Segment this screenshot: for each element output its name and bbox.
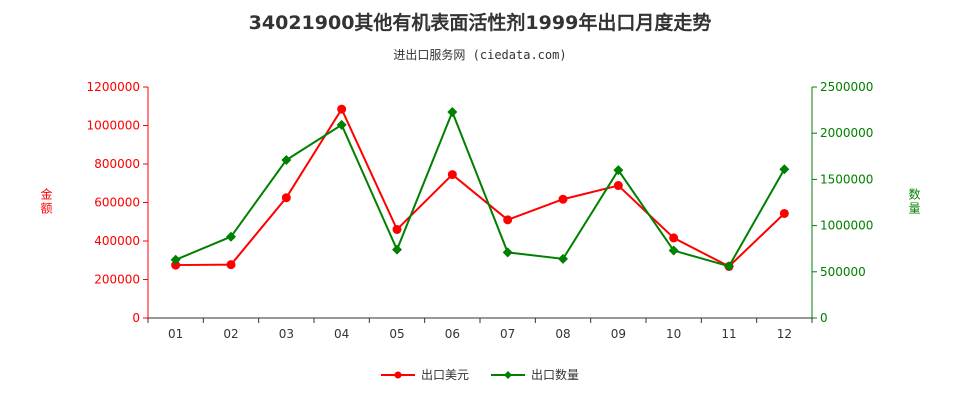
right-tick-label: 1500000 <box>820 172 873 186</box>
data-point-usd <box>503 215 513 225</box>
series-line-quantity <box>175 109 786 268</box>
right-tick-label: 500000 <box>820 265 866 279</box>
data-point-quantity <box>226 231 236 242</box>
left-tick-label: 0 <box>132 311 140 325</box>
x-tick-label: 07 <box>500 327 515 341</box>
chart-title: 34021900其他有机表面活性剂1999年出口月度走势 <box>248 12 712 34</box>
legend-label-quantity: 出口数量 <box>531 368 580 382</box>
data-point-usd <box>392 224 402 234</box>
x-tick-label: 11 <box>721 327 736 341</box>
data-point-usd <box>337 104 347 114</box>
data-point-usd <box>779 208 789 218</box>
x-tick-label: 03 <box>279 327 294 341</box>
left-tick-label: 800000 <box>94 157 140 171</box>
right-tick-label: 0 <box>820 311 828 325</box>
data-point-quantity <box>724 261 734 272</box>
left-tick-label: 1000000 <box>87 119 140 133</box>
left-tick-label: 400000 <box>94 234 140 248</box>
legend-swatch-usd <box>380 371 415 378</box>
x-tick-label: 01 <box>168 327 183 341</box>
legend-label-usd: 出口美元 <box>420 368 469 382</box>
left-tick-label: 1200000 <box>87 80 140 94</box>
left-tick-label: 200000 <box>94 273 140 287</box>
data-point-quantity <box>170 254 181 265</box>
data-point-usd <box>447 170 457 180</box>
x-tick-label: 08 <box>555 327 570 341</box>
chart-subtitle: 进出口服务网 (ciedata.com) <box>393 48 567 62</box>
x-tick-label: 04 <box>334 327 349 341</box>
left-axis-title: 金额 <box>39 188 53 216</box>
x-tick-label: 06 <box>445 327 460 341</box>
data-point-usd <box>613 181 623 191</box>
data-point-usd <box>226 260 236 270</box>
data-point-quantity <box>613 165 624 176</box>
right-tick-label: 2500000 <box>820 80 873 94</box>
x-tick-label: 02 <box>223 327 238 341</box>
data-point-quantity <box>281 154 292 165</box>
data-point-quantity <box>502 247 513 258</box>
data-point-quantity <box>392 244 402 255</box>
x-tick-label: 05 <box>389 327 404 341</box>
x-tick-label: 09 <box>611 327 626 341</box>
right-tick-label: 1000000 <box>820 219 873 233</box>
data-point-usd <box>281 193 291 203</box>
data-point-quantity <box>447 106 458 117</box>
x-tick-label: 10 <box>666 327 681 341</box>
data-point-usd <box>669 233 679 243</box>
data-point-quantity <box>336 119 347 130</box>
legend-item-quantity[interactable]: 出口数量 <box>491 366 579 383</box>
data-point-usd <box>171 260 181 270</box>
data-point-quantity <box>558 253 568 264</box>
legend-swatch-quantity <box>491 370 525 379</box>
series-line-usd <box>175 107 786 268</box>
left-tick-label: 600000 <box>94 196 140 210</box>
x-tick-label: 12 <box>777 327 792 341</box>
legend-item-usd[interactable]: 出口美元 <box>380 366 469 383</box>
chart-legend: 出口美元 出口数量 <box>0 366 960 383</box>
data-point-quantity <box>668 245 679 256</box>
right-tick-label: 2000000 <box>820 126 873 140</box>
data-point-usd <box>558 194 568 204</box>
data-point-quantity <box>779 164 790 175</box>
right-axis-title: 数量 <box>907 188 921 216</box>
